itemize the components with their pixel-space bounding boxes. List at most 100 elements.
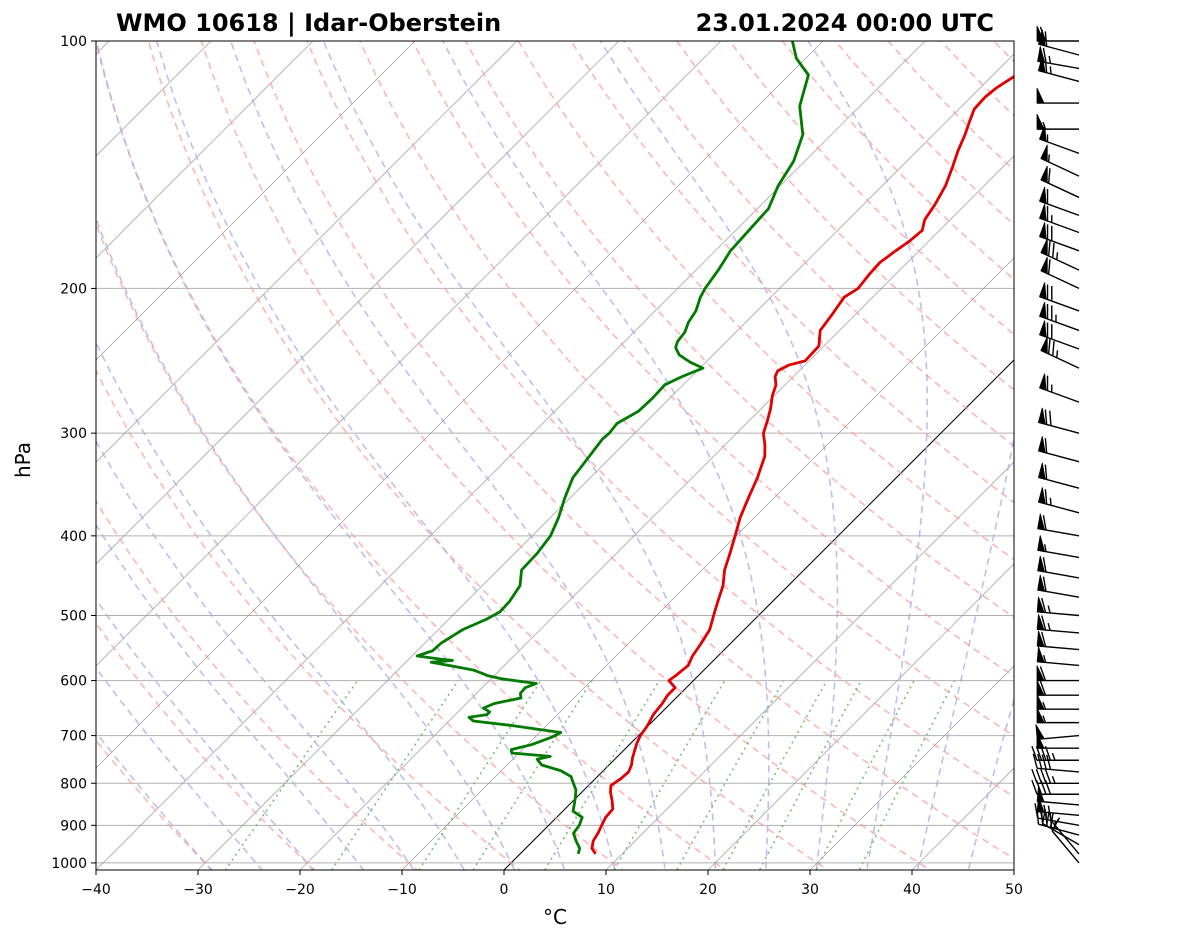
dry-adiabat-line bbox=[939, 41, 1014, 118]
dry-adiabat-line bbox=[992, 41, 1014, 63]
dry-adiabat-line bbox=[570, 41, 1014, 504]
moist-adiabat-line bbox=[96, 439, 415, 870]
wind-barb bbox=[1036, 646, 1080, 667]
dry-adiabat-line bbox=[411, 41, 1014, 678]
wind-barb bbox=[1039, 301, 1080, 332]
wind-barb bbox=[1036, 630, 1080, 651]
wind-barb bbox=[1036, 679, 1079, 696]
chart-title-right: 23.01.2024 00:00 UTC bbox=[696, 9, 994, 37]
x-tick-label: −30 bbox=[183, 882, 213, 898]
moist-adiabat-line bbox=[96, 340, 466, 870]
isotherm-line bbox=[0, 41, 7, 870]
isotherm-line bbox=[605, 461, 1014, 870]
moist-adiabat-line bbox=[96, 216, 516, 870]
wind-barb bbox=[1036, 25, 1079, 42]
dry-adiabat-line bbox=[200, 41, 932, 870]
wind-barb bbox=[1037, 555, 1080, 579]
wind-barb bbox=[1040, 238, 1080, 271]
wind-barb bbox=[1037, 513, 1080, 537]
moist-adiabat-line bbox=[916, 434, 1014, 870]
dry-adiabat-line bbox=[623, 41, 1014, 447]
mixing-ratio-line bbox=[675, 680, 785, 870]
wind-barb bbox=[1036, 693, 1079, 710]
mixing-ratio-line bbox=[858, 680, 956, 870]
wind-barb bbox=[1036, 614, 1080, 634]
dry-adiabat-line bbox=[96, 222, 624, 870]
y-tick-label: 200 bbox=[60, 281, 87, 297]
x-tick-label: −40 bbox=[81, 882, 111, 898]
x-axis: −40 −30 −20 −10 0 10 20 30 40 50 bbox=[81, 870, 1023, 898]
isotherm-line bbox=[707, 563, 1014, 870]
x-tick-label: −20 bbox=[285, 882, 315, 898]
moist-adiabat-line bbox=[96, 731, 213, 870]
wind-barb bbox=[1036, 732, 1079, 749]
wind-barb bbox=[1036, 87, 1079, 104]
wind-barb-column bbox=[1031, 25, 1080, 864]
dry-adiabat-line bbox=[358, 41, 1014, 738]
x-axis-label: °C bbox=[543, 905, 567, 929]
wind-barb bbox=[1040, 144, 1080, 177]
plot-area bbox=[0, 23, 1181, 881]
moist-adiabat-line bbox=[442, 41, 770, 870]
isotherm-line bbox=[401, 257, 1014, 870]
dry-adiabat-line bbox=[96, 499, 419, 870]
wind-barb bbox=[1037, 55, 1080, 83]
y-tick-label: 500 bbox=[60, 609, 87, 625]
isotherm-line bbox=[96, 41, 620, 565]
dry-adiabat-line bbox=[96, 621, 316, 870]
y-tick-label: 800 bbox=[60, 776, 87, 792]
dewpoint-profile bbox=[415, 41, 810, 855]
wind-barb bbox=[1037, 436, 1080, 463]
isotherm-line bbox=[96, 41, 518, 463]
wind-barb bbox=[1037, 46, 1080, 70]
mixing-ratio-line bbox=[418, 680, 542, 870]
dry-adiabat-line bbox=[1029, 23, 1181, 881]
wind-barb bbox=[1039, 282, 1080, 312]
x-tick-label: 40 bbox=[903, 882, 921, 898]
isotherm-line bbox=[96, 41, 314, 259]
wind-barb bbox=[1031, 768, 1079, 784]
y-tick-label: 900 bbox=[60, 818, 87, 834]
mixing-ratio-line bbox=[722, 680, 828, 870]
y-axis-label: hPa bbox=[11, 442, 35, 478]
wind-barb bbox=[1037, 575, 1080, 598]
wind-barb bbox=[1036, 596, 1080, 617]
y-tick-label: 400 bbox=[60, 529, 87, 545]
dry-adiabat-line bbox=[517, 41, 1014, 561]
y-axis: 100 200 300 400 500 600 700 800 900 1000 bbox=[51, 34, 96, 872]
y-tick-label: 100 bbox=[60, 34, 87, 50]
y-tick-label: 600 bbox=[60, 674, 87, 690]
wind-barb bbox=[1040, 336, 1080, 369]
moist-adiabat-line bbox=[96, 597, 314, 870]
moist-adiabat-line bbox=[967, 696, 1014, 870]
wind-barb bbox=[1037, 407, 1080, 434]
wind-barb bbox=[1032, 753, 1080, 773]
dry-adiabat-line bbox=[306, 41, 1014, 798]
x-tick-label: 30 bbox=[801, 882, 819, 898]
mixing-ratio-line bbox=[330, 680, 459, 870]
mixing-ratio-line bbox=[815, 680, 915, 870]
temperature-profile bbox=[590, 74, 1014, 855]
wind-barb bbox=[1039, 222, 1080, 252]
wind-barb bbox=[1036, 113, 1079, 130]
dry-adiabat-line bbox=[96, 368, 522, 870]
mixing-ratio-line bbox=[543, 680, 661, 870]
mixing-ratio-line bbox=[224, 680, 359, 870]
mixing-ratio-line bbox=[758, 680, 862, 870]
x-tick-label: 10 bbox=[597, 882, 615, 898]
x-tick-label: 50 bbox=[1005, 882, 1023, 898]
x-tick-label: −10 bbox=[387, 882, 417, 898]
wind-barb bbox=[1035, 724, 1080, 740]
wind-barb bbox=[1037, 462, 1080, 489]
moist-adiabat-line bbox=[599, 41, 839, 870]
y-tick-label: 300 bbox=[60, 426, 87, 442]
wind-barb bbox=[1037, 535, 1080, 559]
dry-adiabat-line bbox=[781, 41, 1014, 281]
wind-barb bbox=[1039, 203, 1080, 234]
x-tick-label: 20 bbox=[699, 882, 717, 898]
dry-adiabat-line bbox=[675, 41, 1014, 391]
wind-barb bbox=[1037, 487, 1080, 514]
dry-adiabat-line bbox=[96, 41, 727, 870]
